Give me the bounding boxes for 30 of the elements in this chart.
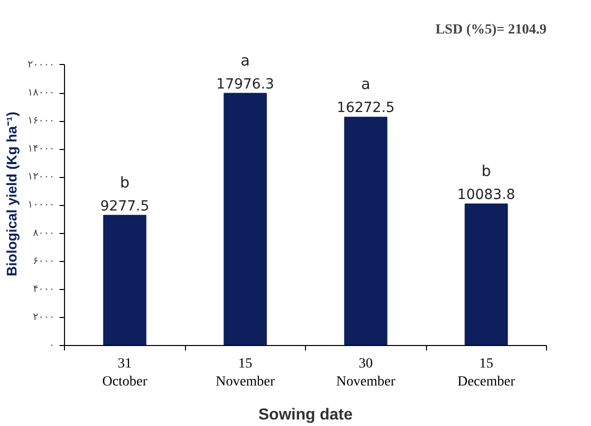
bar: [464, 204, 508, 346]
data-label: 9277.5: [100, 198, 150, 214]
y-tick-label: ۱۴۰۰۰: [28, 144, 55, 155]
x-tick-label: 30 November: [336, 356, 396, 390]
data-label: 10083.8: [457, 187, 516, 204]
y-tick-label: ۱۰۰۰۰: [28, 200, 55, 211]
y-axis-title: Biological yield (Kg ha⁻¹): [4, 112, 20, 276]
y-tick-label: ۱۲۰۰۰: [28, 172, 55, 183]
x-axis-title: Sowing date: [258, 406, 353, 424]
y-tick-label: ۱۸۰۰۰: [28, 88, 55, 98]
data-label: 16272.5: [336, 100, 395, 116]
y-tick-label: ۰: [49, 340, 55, 351]
bar: [224, 92, 267, 346]
y-tick-label: ۲۰۰۰: [33, 312, 54, 323]
annotation: a: [361, 75, 370, 94]
y-tick-label: ۲۰۰۰۰: [28, 59, 55, 70]
y-tick-label: ۴۰۰۰: [33, 284, 54, 295]
x-tick-label: 31 October: [102, 356, 148, 390]
x-tick-label: 15 November: [216, 356, 276, 390]
annotation: b: [120, 173, 130, 192]
x-tick-label: 15 December: [457, 356, 516, 390]
annotation: b: [481, 162, 492, 180]
y-tick-label: ۶۰۰۰: [33, 256, 54, 267]
text: LSD (%5)= 2104.9: [435, 22, 547, 38]
annotation: a: [240, 51, 250, 70]
bar: [344, 116, 388, 346]
data-label: 17976.3: [216, 76, 274, 92]
y-tick-label: ۸۰۰۰: [33, 228, 54, 239]
y-tick-label: ۱۶۰۰۰: [28, 116, 55, 127]
bar: [103, 214, 146, 346]
